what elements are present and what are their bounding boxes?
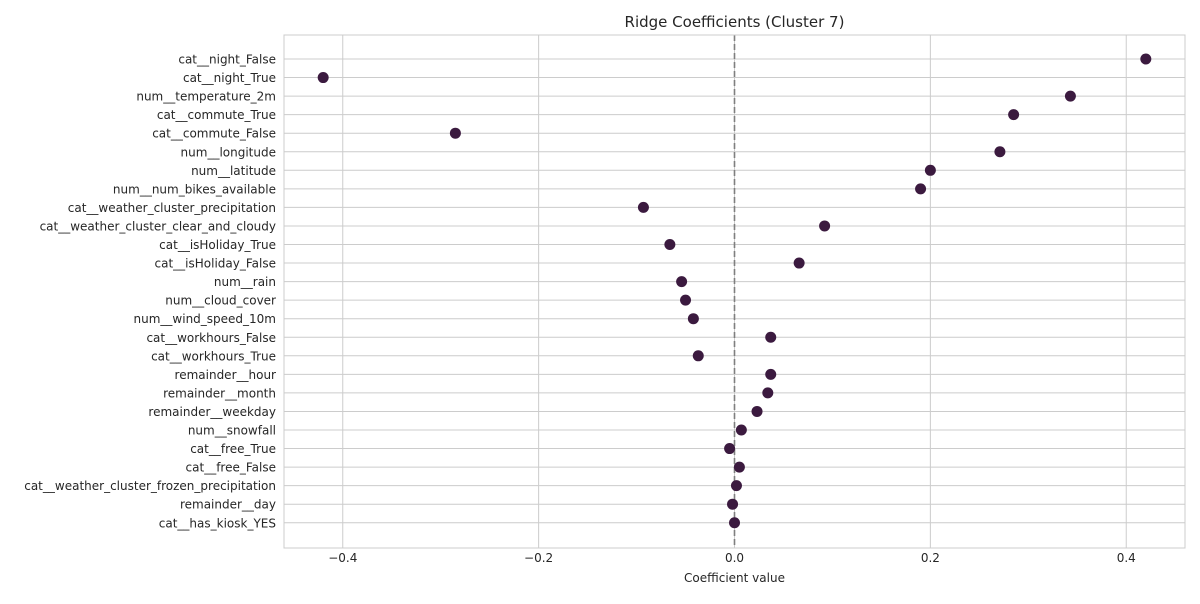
coefficient-point [765,368,777,380]
x-tick-labels: −0.4 −0.2 0.0 0.2 0.4 [328,551,1136,565]
y-tick-label: cat__night_True [183,71,276,85]
coefficient-point [765,331,777,343]
coefficient-point [994,146,1006,158]
y-tick-label: cat__commute_True [157,108,276,122]
x-tick-label: −0.4 [328,551,357,565]
y-tick-label: cat__night_False [178,53,276,67]
coefficient-point [317,72,329,84]
y-tick-label: cat__workhours_False [146,331,276,345]
y-tick-label: remainder__hour [175,368,277,382]
coefficient-point [637,201,649,213]
y-tick-label: cat__workhours_True [151,349,276,363]
coefficient-point [727,498,739,510]
plot-frame [283,34,1186,549]
y-tick-labels: cat__night_False cat__night_True num__temp… [24,53,276,531]
y-tick-label: num__latitude [191,164,276,178]
coefficient-point [751,405,763,417]
y-tick-label: num__rain [214,275,276,289]
y-tick-label: remainder__month [163,386,276,400]
coefficient-point [1140,53,1152,65]
y-tick-label: cat__free_False [186,461,276,475]
coefficient-point [680,294,692,306]
coefficient-point [915,183,927,195]
coefficient-point [724,443,736,455]
x-tick-label: 0.2 [921,551,940,565]
coefficient-point [676,276,688,288]
coefficient-point [733,461,745,473]
y-tick-label: num__longitude [181,145,276,159]
x-axis-label: Coefficient value [684,571,785,585]
y-tick-label: num__temperature_2m [136,90,276,104]
coefficient-point [1008,109,1020,121]
coefficient-point [793,257,805,269]
x-tick-label: −0.2 [524,551,553,565]
y-tick-label: cat__weather_cluster_frozen_precipitatio… [24,479,276,493]
x-tick-label: 0.4 [1117,551,1136,565]
coefficient-point [735,424,747,436]
coefficient-point [449,127,461,139]
y-tick-label: cat__has_kiosk_YES [159,516,276,530]
y-tick-label: cat__free_True [190,442,276,456]
y-tick-label: cat__isHoliday_True [159,238,276,252]
y-tick-label: num__snowfall [188,424,276,438]
coefficient-point [692,350,704,362]
coefficient-point [762,387,774,399]
y-tick-label: num__num_bikes_available [113,182,276,196]
coefficient-point [1064,90,1076,102]
coefficient-point [687,313,699,325]
y-tick-label: cat__isHoliday_False [155,257,276,271]
y-tick-label: num__wind_speed_10m [134,312,276,326]
points-layer [317,53,1152,529]
y-tick-label: cat__weather_cluster_precipitation [68,201,276,215]
chart-title: Ridge Coefficients (Cluster 7) [625,13,845,31]
coefficient-point [924,164,936,176]
coefficient-point [730,480,742,492]
y-tick-label: cat__commute_False [152,127,276,141]
y-tick-label: cat__weather_cluster_clear_and_cloudy [40,219,276,233]
y-tick-label: num__cloud_cover [165,294,276,308]
y-tick-label: remainder__weekday [148,405,276,419]
x-tick-label: 0.0 [725,551,744,565]
coefficient-point [664,239,676,250]
y-tick-label: remainder__day [180,498,276,512]
coefficient-point [819,220,831,232]
coefficient-point [729,517,740,529]
